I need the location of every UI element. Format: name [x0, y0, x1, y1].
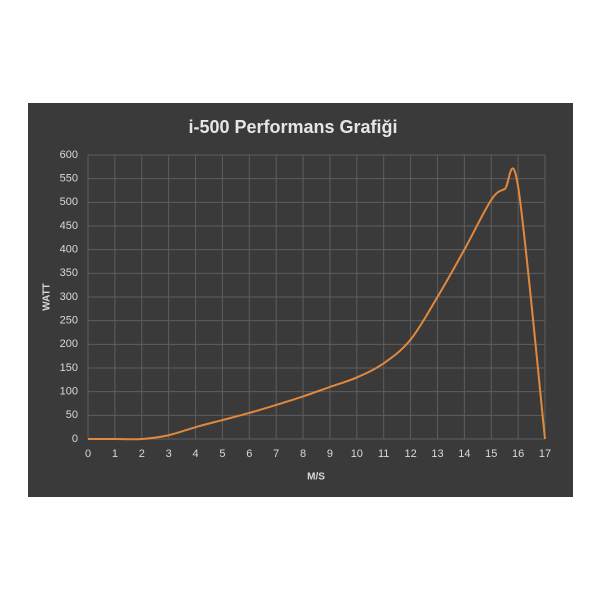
x-tick-label: 5 [219, 448, 225, 460]
x-tick-label: 10 [351, 448, 363, 460]
y-tick-label: 600 [60, 149, 78, 161]
y-tick-label: 100 [60, 386, 78, 398]
x-tick-label: 9 [327, 448, 333, 460]
x-tick-label: 16 [512, 448, 524, 460]
x-tick-label: 6 [246, 448, 252, 460]
x-tick-label: 2 [139, 448, 145, 460]
y-tick-label: 50 [66, 409, 78, 421]
x-tick-label: 13 [431, 448, 443, 460]
x-tick-label: 14 [458, 448, 470, 460]
y-tick-label: 450 [60, 220, 78, 232]
x-tick-label: 7 [273, 448, 279, 460]
y-tick-label: 500 [60, 196, 78, 208]
y-tick-label: 550 [60, 173, 78, 185]
x-tick-label: 1 [112, 448, 118, 460]
chart-panel [28, 103, 573, 497]
y-tick-label: 400 [60, 244, 78, 256]
x-tick-label: 3 [166, 448, 172, 460]
x-tick-label: 4 [192, 448, 198, 460]
y-tick-label: 300 [60, 291, 78, 303]
y-tick-label: 150 [60, 362, 78, 374]
x-tick-label: 0 [85, 448, 91, 460]
x-tick-label: 15 [485, 448, 497, 460]
data-line [88, 167, 546, 441]
x-tick-label: 8 [300, 448, 306, 460]
chart-title: i-500 Performans Grafiği [188, 117, 397, 137]
y-axis-label: WATT [42, 283, 53, 311]
y-tick-label: 200 [60, 338, 78, 350]
x-tick-label: 17 [539, 448, 551, 460]
x-tick-label: 11 [378, 448, 389, 460]
x-tick-label: 12 [404, 448, 416, 460]
y-tick-label: 350 [60, 267, 78, 279]
y-tick-label: 0 [72, 433, 78, 445]
x-axis-label: M/S [307, 472, 325, 483]
y-tick-label: 250 [60, 315, 78, 327]
